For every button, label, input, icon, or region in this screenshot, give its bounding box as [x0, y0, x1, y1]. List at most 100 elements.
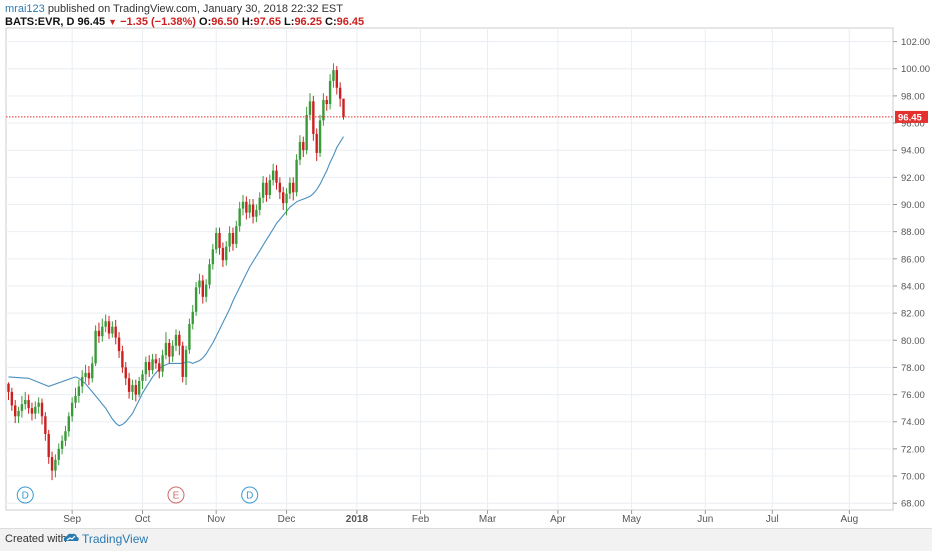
y-tick-label: 70.00: [901, 472, 925, 483]
moving-average: [8, 136, 344, 427]
candle-body: [158, 363, 161, 372]
ma-line-head: [8, 376, 76, 387]
candle-body: [278, 182, 282, 193]
candle-body: [144, 362, 148, 375]
y-tick-label: 82.00: [901, 309, 925, 320]
candle-body: [315, 133, 318, 153]
candle-body: [40, 402, 44, 417]
candle-body: [248, 204, 251, 213]
candle-body: [17, 410, 20, 417]
candle-body: [211, 249, 215, 265]
candle-body: [282, 192, 285, 204]
dividend-marker-label: D: [246, 491, 253, 502]
x-tick-label: Sep: [63, 514, 81, 525]
candle-body: [30, 408, 34, 414]
y-tick-label: 92.00: [901, 173, 925, 184]
candle-body: [328, 80, 332, 105]
x-tick-label: Aug: [840, 514, 858, 525]
candle-body: [174, 334, 178, 346]
x-tick-label: Mar: [479, 514, 497, 525]
symbol-label: BATS:EVR, D: [5, 16, 75, 28]
candle-body: [70, 402, 74, 417]
y-axis: 68.00 70.00 72.00 74.00 76.00 78.00 80.00 82.00…: [893, 37, 930, 510]
candle-body: [137, 381, 141, 395]
dividend-marker[interactable]: [241, 486, 259, 504]
author-link[interactable]: mrai123: [5, 3, 45, 15]
candle-body: [201, 280, 204, 297]
candle-body: [127, 378, 131, 392]
candle-body: [60, 440, 64, 449]
x-tick-label: Apr: [550, 514, 566, 525]
y-tick-label: 78.00: [901, 363, 925, 374]
y-tick-label: 96.00: [901, 119, 925, 130]
candle-body: [322, 99, 325, 121]
x-tick-label: Dec: [278, 514, 296, 525]
candle-body: [295, 159, 298, 193]
plot-frame: [5, 27, 894, 511]
x-tick-label: Nov: [207, 514, 225, 525]
candles: [7, 63, 345, 481]
candle-body: [215, 233, 218, 250]
candle-body: [275, 170, 278, 183]
earnings-marker[interactable]: [167, 486, 185, 504]
candle-body: [24, 400, 27, 405]
candle-body: [332, 70, 335, 81]
candle-body: [171, 345, 174, 357]
candle-body: [77, 386, 81, 396]
price-chart[interactable]: Sep Oct Nov Dec 2018 Feb Mar Apr May Jun Jul Aug 68…: [0, 0, 932, 528]
footer: Created with TradingView: [0, 528, 932, 551]
last-price-tag: [895, 110, 928, 123]
candle-body: [154, 359, 158, 364]
candle-body: [141, 374, 144, 382]
close-value: 96.45: [336, 16, 365, 28]
x-axis: Sep Oct Nov Dec 2018 Feb Mar Apr May Jun Jul Aug: [63, 510, 858, 525]
candle-body: [181, 345, 184, 377]
x-tick-label: 2018: [346, 514, 369, 525]
candle-body: [271, 170, 275, 181]
created-with-text: Created with: [5, 533, 67, 545]
candle-body: [114, 326, 117, 338]
candle-body: [241, 201, 245, 209]
candle-body: [235, 226, 238, 244]
candle-body: [308, 101, 312, 115]
candle-body: [204, 284, 208, 297]
candle-body: [184, 349, 188, 377]
down-triangle-icon: ▼: [108, 17, 118, 27]
last-price-line: 96.45: [6, 110, 928, 123]
candle-body: [261, 182, 265, 198]
dividend-marker[interactable]: [16, 486, 34, 504]
candle-body: [67, 416, 70, 432]
y-tick-label: 94.00: [901, 146, 925, 157]
candle-body: [268, 180, 271, 196]
candle-body: [27, 400, 30, 409]
x-tick-label: Jul: [766, 514, 779, 525]
candle-body: [148, 362, 151, 371]
candle-body: [302, 142, 305, 151]
candle-body: [107, 321, 111, 334]
candle-body: [228, 233, 231, 247]
candle-body: [91, 363, 94, 379]
candle-body: [20, 404, 24, 411]
candle-body: [37, 402, 40, 407]
candle-body: [131, 385, 134, 392]
candle-body: [94, 330, 97, 364]
candle-body: [104, 321, 107, 327]
candle-body: [64, 431, 67, 441]
candle-body: [134, 385, 137, 395]
candle-body: [208, 264, 211, 285]
candle-body: [10, 391, 14, 406]
high-value: 97.65: [253, 16, 281, 28]
candle-body: [325, 99, 328, 105]
candle-body: [151, 359, 154, 371]
tradingview-logo-icon[interactable]: [62, 532, 80, 545]
candle-body: [305, 114, 308, 151]
earnings-marker-label: E: [173, 491, 180, 502]
candle-body: [245, 201, 248, 213]
candle-body: [255, 209, 258, 217]
y-tick-label: 90.00: [901, 200, 925, 211]
candle-body: [198, 280, 201, 288]
tradingview-brand-link[interactable]: TradingView: [82, 532, 149, 546]
candle-body: [50, 457, 54, 471]
candle-body: [7, 383, 10, 392]
